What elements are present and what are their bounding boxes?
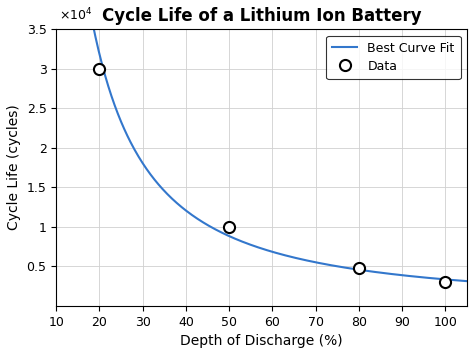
Data <box>97 67 102 71</box>
Line: Best Curve Fit: Best Curve Fit <box>69 0 467 281</box>
Y-axis label: Cycle Life (cycles): Cycle Life (cycles) <box>7 105 21 230</box>
Best Curve Fit <box>255 245 261 250</box>
Best Curve Fit <box>392 272 398 277</box>
X-axis label: Depth of Discharge (%): Depth of Discharge (%) <box>180 334 343 348</box>
Best Curve Fit <box>258 246 264 250</box>
Best Curve Fit <box>303 258 309 262</box>
Line: Data: Data <box>94 63 451 288</box>
Text: $\times10^4$: $\times10^4$ <box>59 7 92 24</box>
Legend: Best Curve Fit, Data: Best Curve Fit, Data <box>326 36 461 79</box>
Data <box>443 280 448 284</box>
Best Curve Fit <box>464 279 470 283</box>
Title: Cycle Life of a Lithium Ion Battery: Cycle Life of a Lithium Ion Battery <box>102 7 421 25</box>
Data <box>356 266 362 271</box>
Best Curve Fit <box>455 278 460 283</box>
Data <box>227 225 232 229</box>
Best Curve Fit <box>282 253 287 257</box>
